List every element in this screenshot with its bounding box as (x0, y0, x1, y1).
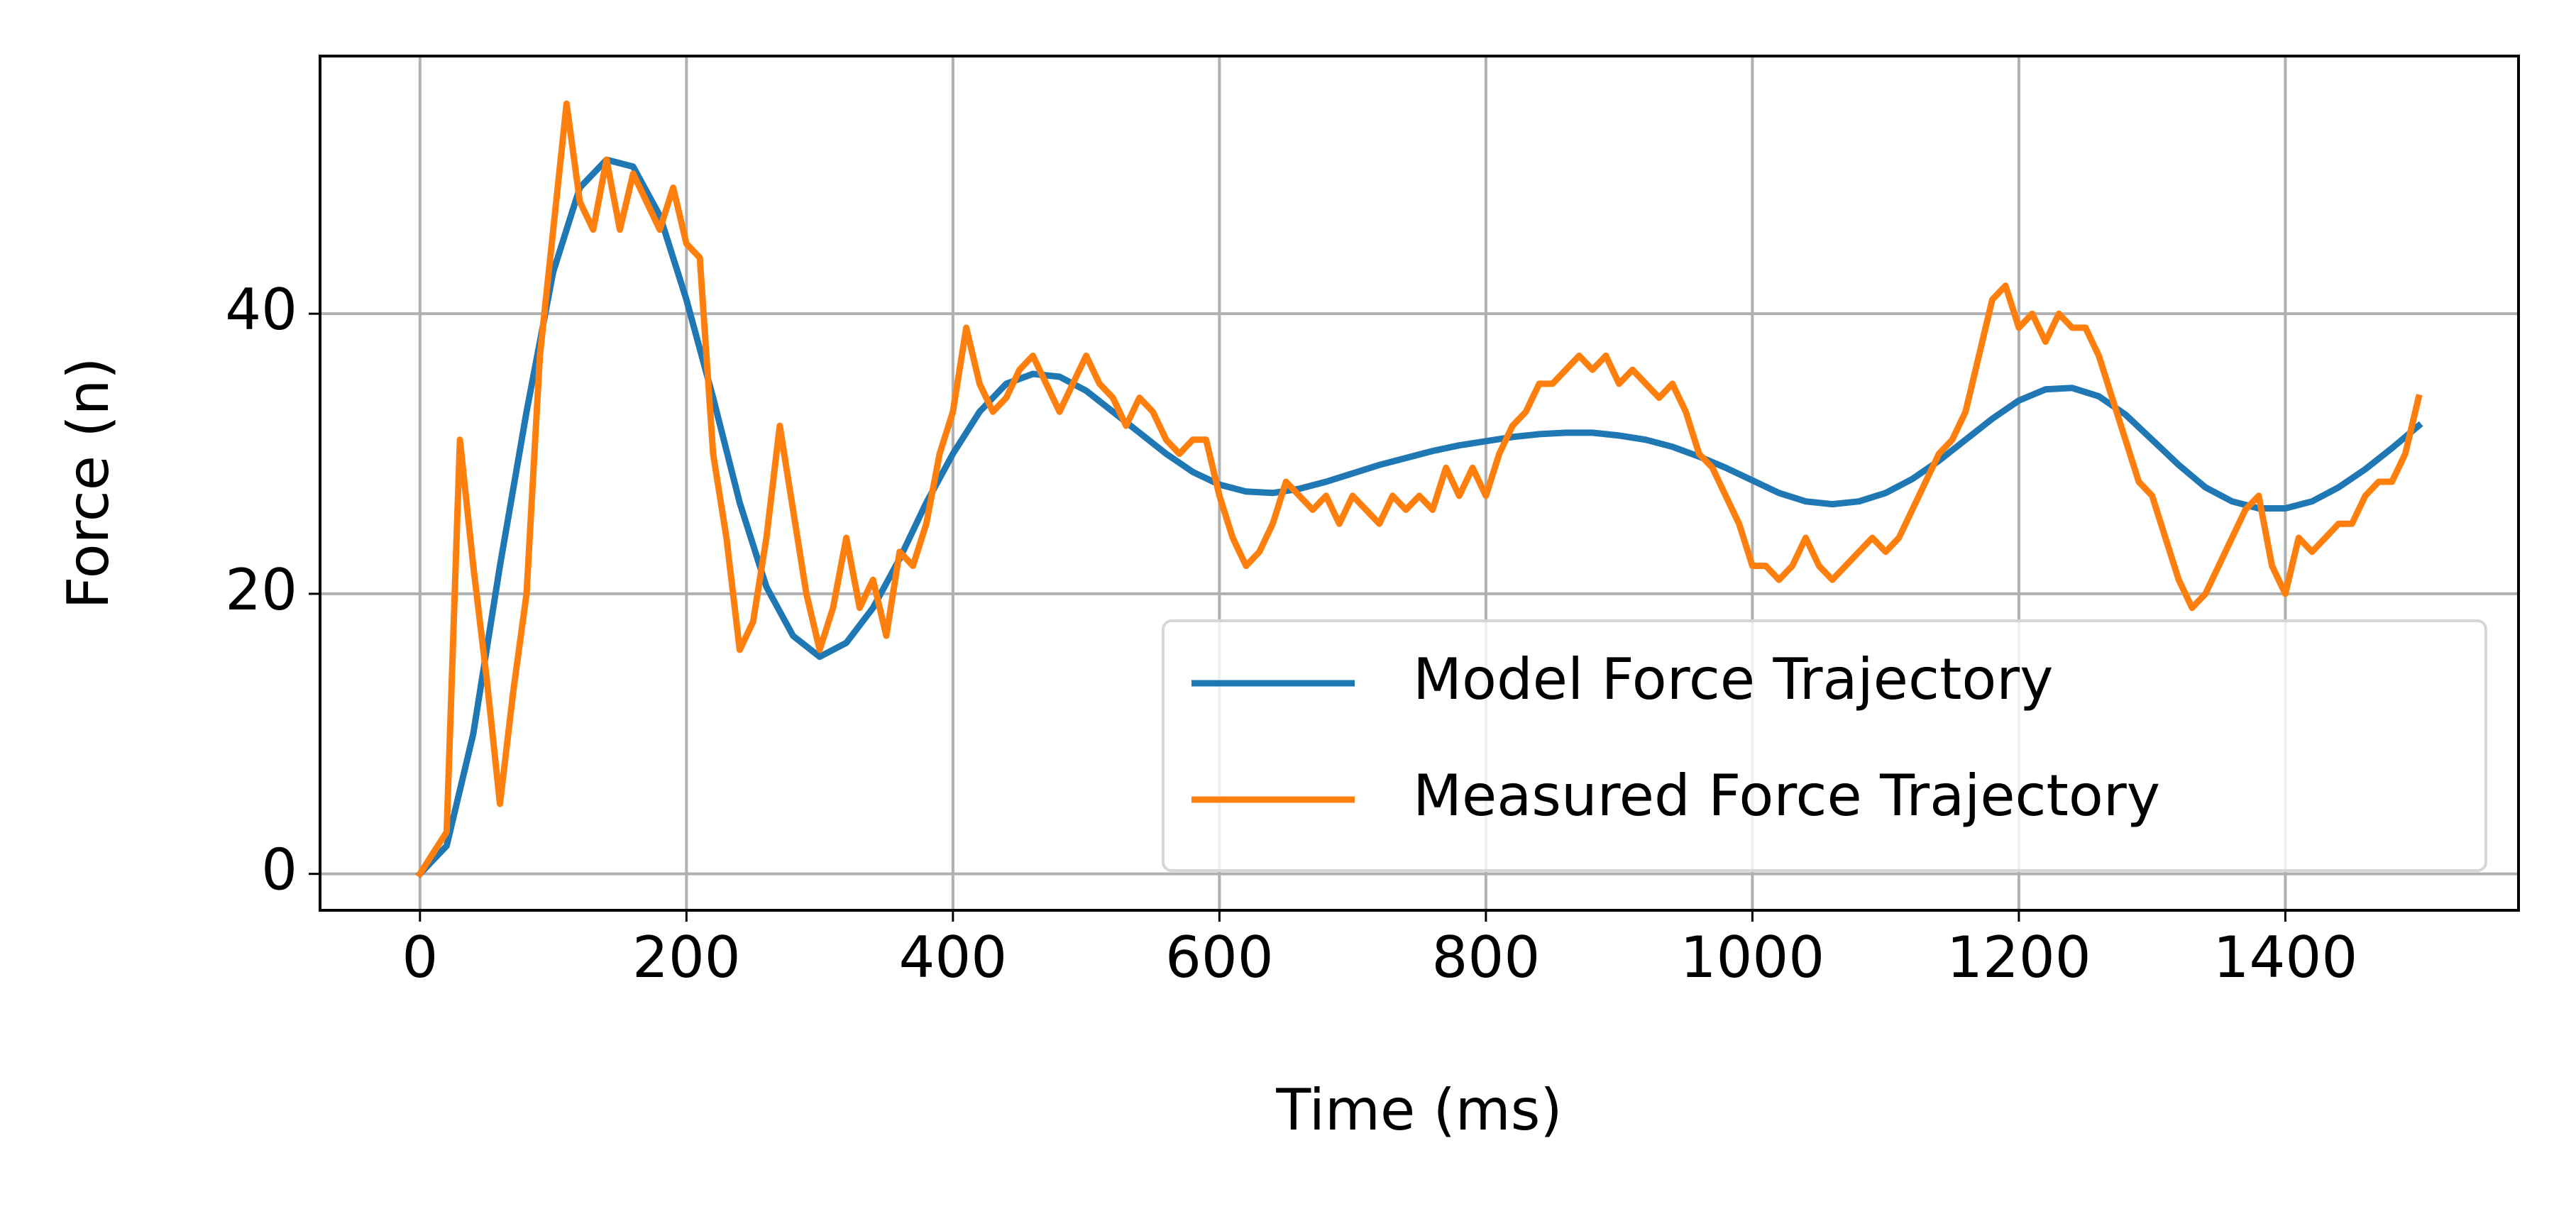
y-axis-label: Force (n) (55, 358, 121, 609)
x-axis-label: Time (ms) (1275, 1077, 1562, 1143)
y-tick-label: 40 (225, 277, 297, 343)
legend-box (1162, 619, 2487, 872)
y-tick-label: 0 (261, 837, 297, 903)
axes-frame (319, 55, 2520, 912)
legend-label: Model Force Trajectory (1413, 646, 2054, 712)
series-line (415, 100, 2423, 878)
x-tick-label: 0 (402, 924, 438, 990)
legend: Model Force Trajectory Measured Force Tra… (1162, 619, 2487, 872)
x-tick-label: 400 (898, 924, 1007, 990)
x-tick-label: 1200 (1947, 924, 2091, 990)
x-tick-label: 1400 (2213, 924, 2358, 990)
legend-label: Measured Force Trajectory (1413, 763, 2160, 829)
x-tick-label: 200 (632, 924, 741, 990)
x-tick-label: 600 (1165, 924, 1274, 990)
x-tick-label: 800 (1432, 924, 1541, 990)
x-tick-label: 1000 (1680, 924, 1825, 990)
y-tick-label: 20 (225, 557, 297, 623)
series-line (415, 156, 2423, 879)
